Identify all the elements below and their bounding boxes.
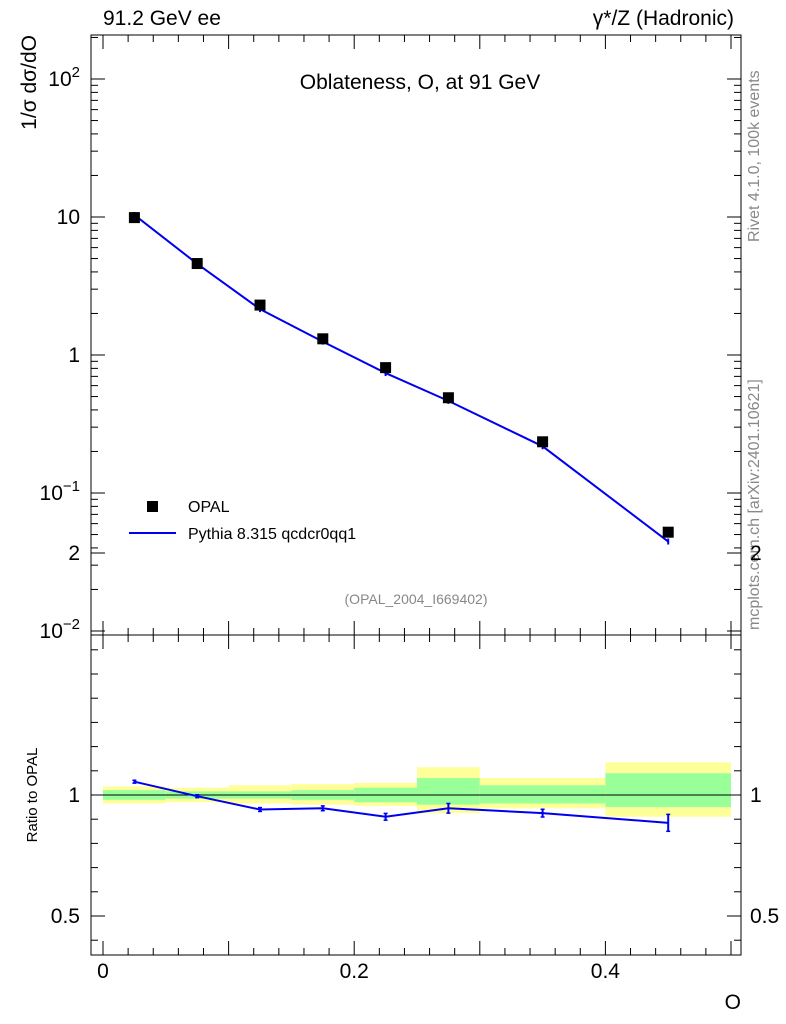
y-axis-label: 1/σ dσ/dO xyxy=(18,35,41,130)
opal-data-point xyxy=(442,392,454,404)
opal-data-point xyxy=(317,333,329,345)
header-right: γ*/Z (Hadronic) xyxy=(592,7,734,30)
header-left: 91.2 GeV ee xyxy=(103,7,221,30)
y-tick-label: 1 xyxy=(68,344,80,367)
mc-series-line xyxy=(133,214,669,543)
analysis-label: (OPAL_2004_I669402) xyxy=(345,591,488,607)
opal-data-point xyxy=(191,258,203,270)
x-axis-label: O xyxy=(725,991,741,1014)
opal-data-point xyxy=(128,212,140,224)
ratio-y-tick-label-right: 0.5 xyxy=(750,905,779,928)
legend: OPAL Pythia 8.315 qcdcr0qq1 xyxy=(129,499,356,543)
x-tick-label: 0.4 xyxy=(591,960,621,983)
ratio-y-tick-label-right: 2 xyxy=(750,542,762,565)
opal-data-point xyxy=(254,299,266,311)
y-tick-label: 10−2 xyxy=(40,616,80,643)
ratio-panel: 0.5 0.5 1 1 2 2 0 0.2 0.4 Ratio to OPAL O xyxy=(24,542,779,1014)
opal-data-point xyxy=(662,526,674,538)
y-tick-label: 102 xyxy=(48,64,80,91)
ratio-series-line xyxy=(134,780,669,824)
ratio-y-tick-label: 0.5 xyxy=(51,905,80,928)
plot-title: Oblateness, O, at 91 GeV xyxy=(300,71,540,94)
uncertainty-band-inner xyxy=(417,778,480,805)
ratio-y-tick-label: 2 xyxy=(68,542,80,565)
x-tick-label: 0.2 xyxy=(340,960,369,983)
legend-label-mc: Pythia 8.315 qcdcr0qq1 xyxy=(188,526,356,543)
ratio-y-axis-label: Ratio to OPAL xyxy=(24,748,41,843)
y-tick-label: 10−1 xyxy=(40,478,80,505)
uncertainty-band-inner xyxy=(605,773,731,808)
legend-marker-opal xyxy=(147,501,158,512)
ratio-y-tick-label-right: 1 xyxy=(750,784,762,807)
x-tick-label: 0 xyxy=(97,960,109,983)
uncertainty-band-inner xyxy=(479,785,606,804)
opal-data-point xyxy=(380,362,392,374)
y-tick-label: 10 xyxy=(57,206,80,229)
legend-label-opal: OPAL xyxy=(188,499,230,516)
main-frame xyxy=(90,34,742,636)
ratio-y-tick-label: 1 xyxy=(68,784,80,807)
opal-data-point xyxy=(537,436,549,448)
